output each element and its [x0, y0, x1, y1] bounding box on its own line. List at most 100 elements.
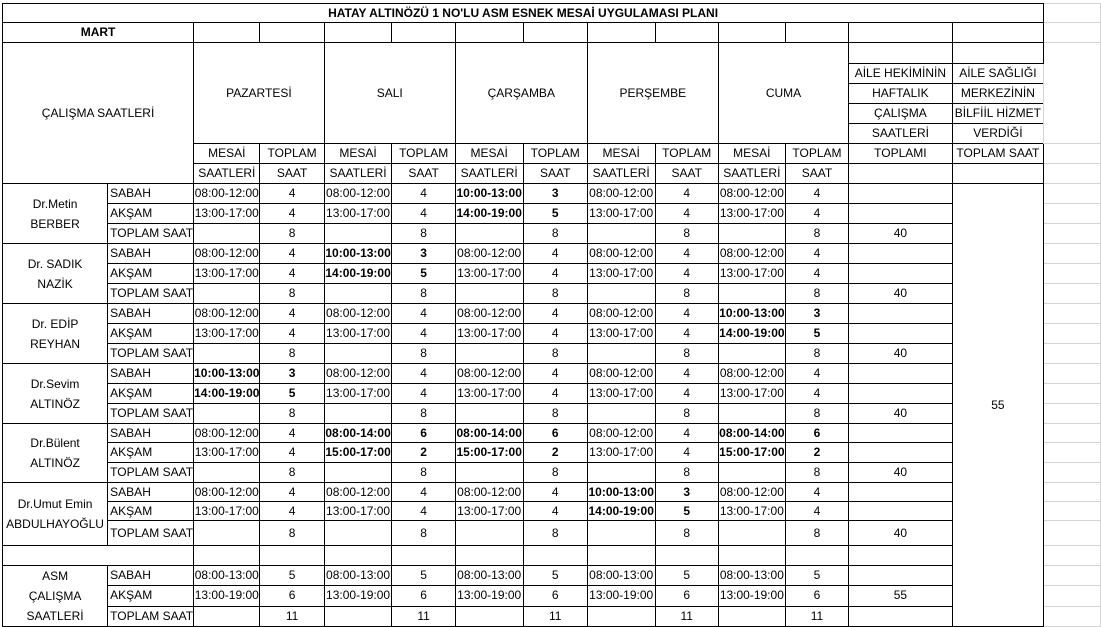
weekly-total[interactable]: 40	[848, 223, 953, 244]
empty-cell[interactable]	[586, 520, 656, 546]
shift-hours[interactable]: 4	[654, 323, 719, 344]
empty-cell[interactable]	[454, 403, 524, 424]
shift-hours[interactable]: 4	[784, 363, 850, 384]
empty-cell[interactable]	[586, 605, 656, 627]
shift-hours[interactable]: 4	[391, 482, 456, 502]
daily-total[interactable]: 11	[654, 605, 719, 627]
shift-hours[interactable]: 6	[784, 585, 850, 607]
shift-hours[interactable]: 4	[391, 383, 456, 404]
shift-hours[interactable]: 5	[522, 203, 588, 224]
shift-hours[interactable]: 5	[391, 263, 456, 284]
daily-total[interactable]: 8	[391, 520, 456, 546]
shift-hours[interactable]: 5	[259, 564, 325, 587]
mesai-header[interactable]: MESAİ	[717, 143, 786, 164]
empty-cell[interactable]	[193, 343, 261, 364]
shift-time[interactable]: 13:00-19:00	[193, 585, 261, 607]
shift-time[interactable]: 08:00-12:00	[323, 303, 393, 324]
shift-time[interactable]: 15:00-17:00	[323, 442, 393, 463]
shift-hours[interactable]: 5	[391, 564, 456, 587]
shift-label-sabah[interactable]: SABAH	[107, 423, 195, 443]
month-label[interactable]: MART	[1, 22, 195, 43]
shift-hours[interactable]: 3	[784, 303, 850, 324]
empty-cell[interactable]	[1043, 501, 1101, 521]
shift-time[interactable]: 13:00-17:00	[454, 323, 524, 344]
weekly-total[interactable]: 40	[848, 403, 953, 424]
mesai-header[interactable]: SAATLERİ	[193, 163, 261, 184]
shift-label-aksam[interactable]: AKŞAM	[107, 323, 195, 344]
empty-cell[interactable]	[1043, 585, 1101, 607]
shift-label-total[interactable]: TOPLAM SAAT	[107, 605, 195, 627]
empty-cell[interactable]	[1043, 203, 1101, 224]
shift-time[interactable]: 13:00-17:00	[717, 383, 786, 404]
shift-time[interactable]: 08:00-12:00	[193, 482, 261, 502]
weekly-total-cell[interactable]	[848, 203, 953, 224]
shift-hours[interactable]: 4	[654, 183, 719, 204]
shift-label-aksam[interactable]: AKŞAM	[107, 501, 195, 521]
empty-cell[interactable]	[586, 403, 656, 424]
empty-cell[interactable]	[951, 42, 1045, 64]
empty-cell[interactable]	[586, 283, 656, 304]
shift-hours[interactable]: 4	[259, 423, 325, 443]
day-header-2[interactable]: ÇARŞAMBA	[454, 42, 588, 144]
empty-cell[interactable]	[454, 520, 524, 546]
shift-time[interactable]: 08:00-12:00	[454, 303, 524, 324]
shift-hours[interactable]: 4	[259, 203, 325, 224]
shift-hours[interactable]: 6	[522, 423, 588, 443]
daily-total[interactable]: 8	[654, 283, 719, 304]
shift-time[interactable]: 08:00-14:00	[323, 423, 393, 443]
doctor-name[interactable]: Dr.Umut Emin ABDULHAYOĞLU	[1, 482, 109, 546]
shift-time[interactable]: 13:00-17:00	[717, 263, 786, 284]
empty-cell[interactable]	[193, 22, 261, 43]
shift-time[interactable]: 13:00-17:00	[323, 383, 393, 404]
daily-total[interactable]: 8	[259, 343, 325, 364]
empty-cell[interactable]	[1, 545, 195, 566]
daily-total[interactable]: 8	[654, 462, 719, 483]
shift-hours[interactable]: 5	[654, 501, 719, 521]
shift-hours[interactable]: 5	[259, 383, 325, 404]
shift-time[interactable]: 08:00-12:00	[717, 482, 786, 502]
shift-time[interactable]: 13:00-17:00	[193, 442, 261, 463]
shift-time[interactable]: 08:00-12:00	[586, 363, 656, 384]
shift-hours[interactable]: 5	[784, 564, 850, 587]
shift-hours[interactable]: 4	[259, 323, 325, 344]
empty-cell[interactable]	[1043, 263, 1101, 284]
daily-total[interactable]: 8	[259, 223, 325, 244]
shift-hours[interactable]: 4	[391, 363, 456, 384]
shift-hours[interactable]: 5	[522, 564, 588, 587]
shift-hours[interactable]: 4	[391, 501, 456, 521]
toplam-header[interactable]: SAAT	[391, 163, 456, 184]
shift-label-total[interactable]: TOPLAM SAAT	[107, 283, 195, 304]
shift-time[interactable]: 10:00-13:00	[454, 183, 524, 204]
shift-hours[interactable]: 4	[784, 482, 850, 502]
empty-cell[interactable]	[717, 283, 786, 304]
shift-time[interactable]: 14:00-19:00	[586, 501, 656, 521]
weekly-total-cell[interactable]	[848, 501, 953, 521]
shift-time[interactable]: 08:00-13:00	[586, 564, 656, 587]
shift-time[interactable]: 08:00-12:00	[323, 183, 393, 204]
shift-time[interactable]: 13:00-17:00	[454, 501, 524, 521]
empty-cell[interactable]	[323, 605, 393, 627]
weekly-total[interactable]: 40	[848, 343, 953, 364]
weekly-total-cell[interactable]	[848, 243, 953, 264]
mesai-header[interactable]: MESAİ	[586, 143, 656, 164]
daily-total[interactable]: 8	[259, 403, 325, 424]
shift-time[interactable]: 13:00-19:00	[586, 585, 656, 607]
weekly-total[interactable]: 40	[848, 462, 953, 483]
daily-total[interactable]: 8	[391, 283, 456, 304]
empty-cell[interactable]	[848, 22, 953, 43]
toplam-header[interactable]: TOPLAM	[259, 143, 325, 164]
shift-hours[interactable]: 6	[391, 423, 456, 443]
empty-cell[interactable]	[259, 22, 325, 43]
asm-hours-header[interactable]: BİLFİİL HİZMET	[951, 103, 1045, 124]
empty-cell[interactable]	[848, 564, 953, 587]
shift-label-sabah[interactable]: SABAH	[107, 482, 195, 502]
toplam-header[interactable]: SAAT	[784, 163, 850, 184]
shift-time[interactable]: 13:00-17:00	[323, 323, 393, 344]
sheet-title[interactable]: HATAY ALTINÖZÜ 1 NO'LU ASM ESNEK MESAİ U…	[1, 3, 1045, 23]
empty-cell[interactable]	[951, 163, 1045, 184]
shift-hours[interactable]: 4	[259, 183, 325, 204]
shift-hours[interactable]: 3	[391, 243, 456, 264]
empty-cell[interactable]	[193, 605, 261, 627]
daily-total[interactable]: 8	[522, 343, 588, 364]
empty-cell[interactable]	[1043, 303, 1101, 324]
